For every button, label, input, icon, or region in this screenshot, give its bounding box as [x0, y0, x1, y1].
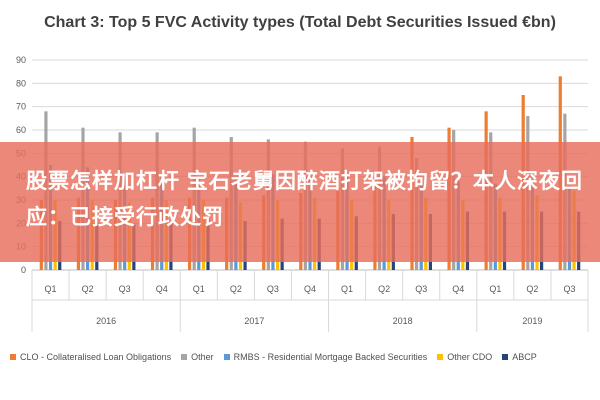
- x-tick-label: Q1: [341, 284, 353, 294]
- legend-swatch: [223, 354, 230, 360]
- overlay-banner[interactable]: 股票怎样加杠杆 宝石老舅因醉酒打架被拘留？本人深夜回应：已接受行政处罚: [0, 142, 600, 262]
- x-tick-label: Q1: [45, 284, 57, 294]
- legend-item: RMBS - Residential Mortgage Backed Secur…: [223, 352, 428, 362]
- legend-swatch: [181, 354, 188, 360]
- y-tick-label: 70: [16, 102, 26, 112]
- legend-label: CLO - Collateralised Loan Obligations: [20, 352, 172, 362]
- legend-swatch: [437, 354, 444, 360]
- x-tick-label: Q2: [82, 284, 94, 294]
- y-tick-label: 60: [16, 125, 26, 135]
- legend-item: Other CDO: [437, 352, 492, 362]
- x-tick-label: Q1: [489, 284, 501, 294]
- year-label: 2018: [393, 316, 413, 326]
- chart-legend: CLO - Collateralised Loan Obligations Oth…: [10, 352, 600, 362]
- chart-title: Chart 3: Top 5 FVC Activity types (Total…: [44, 14, 556, 31]
- overlay-text[interactable]: 股票怎样加杠杆 宝石老舅因醉酒打架被拘留？本人深夜回应：已接受行政处罚: [26, 170, 583, 229]
- y-tick-label: 0: [21, 265, 26, 275]
- x-tick-label: Q3: [563, 284, 575, 294]
- x-tick-label: Q3: [267, 284, 279, 294]
- legend-swatch: [502, 354, 509, 360]
- legend-label: Other CDO: [447, 352, 493, 362]
- year-label: 2017: [244, 316, 264, 326]
- y-tick-label: 80: [16, 78, 26, 88]
- legend-swatch: [10, 354, 16, 360]
- x-tick-label: Q2: [526, 284, 538, 294]
- legend-label: ABCP: [512, 352, 537, 362]
- x-tick-label: Q2: [378, 284, 390, 294]
- legend-item: CLO - Collateralised Loan Obligations: [10, 352, 171, 362]
- legend-label: RMBS - Residential Mortgage Backed Secur…: [233, 352, 428, 362]
- year-label: 2019: [522, 316, 542, 326]
- y-tick-label: 90: [16, 55, 26, 65]
- x-tick-label: Q3: [119, 284, 131, 294]
- x-tick-label: Q4: [304, 284, 316, 294]
- legend-item: Other: [181, 352, 214, 362]
- x-tick-label: Q4: [156, 284, 168, 294]
- x-tick-label: Q4: [452, 284, 464, 294]
- x-tick-label: Q1: [193, 284, 205, 294]
- legend-item: ABCP: [502, 352, 537, 362]
- x-tick-label: Q3: [415, 284, 427, 294]
- year-label: 2016: [96, 316, 116, 326]
- x-tick-label: Q2: [230, 284, 242, 294]
- legend-label: Other: [191, 352, 214, 362]
